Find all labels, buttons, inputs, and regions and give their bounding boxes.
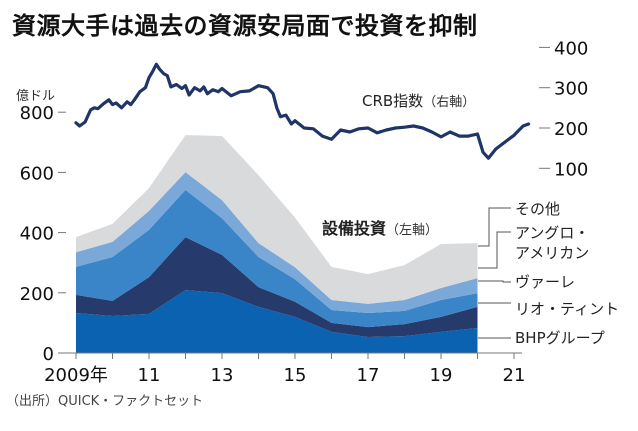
left-y-tick-label: 400 (20, 224, 54, 245)
legend-label-anglo-1: アングロ・ (515, 224, 589, 242)
labels: 億ドル CRB指数（右軸） 設備投資（左軸） （出所）QUICK・ファクトセット (6, 88, 475, 409)
legend-label-rio: リオ・ティント (515, 300, 619, 318)
capex-axis-note: （左軸） (386, 223, 438, 238)
crb-label-name: CRB指数 (362, 92, 423, 110)
capex-label: 設備投資（左軸） (322, 219, 438, 238)
x-tick-label: 11 (138, 365, 161, 386)
area-series-3 (76, 172, 478, 313)
left-axis-unit: 億ドル (16, 88, 55, 104)
right-y-tick-label: 400 (554, 38, 588, 59)
area-layers (76, 135, 478, 353)
x-tick-label: 2009年 (44, 365, 108, 386)
area-series-4 (76, 135, 478, 304)
legend-leader-vale (478, 280, 511, 283)
x-tick-label: 19 (430, 365, 453, 386)
left-y-tick-label: 0 (43, 344, 54, 365)
right-y-tick-label: 200 (554, 119, 588, 140)
chart-title: 資源大手は過去の資源安局面で投資を抑制 (12, 12, 478, 40)
legend-label-other: その他 (515, 200, 560, 218)
x-tick-label: 21 (503, 365, 526, 386)
area-series-2 (76, 189, 478, 328)
x-tick-label: 17 (357, 365, 380, 386)
crb-line (74, 62, 531, 160)
right-y-tick-label: 100 (554, 159, 588, 180)
axes: 2009年 11 13 15 17 19 21 0 200 400 600 800 100 200 300 4… (20, 38, 589, 386)
legend-leader-other (478, 207, 511, 247)
crb-line-group (74, 62, 531, 160)
crb-axis-note: （右軸） (423, 95, 475, 110)
area-series-1 (76, 237, 478, 337)
legend-label-anglo-2: アメリカン (515, 244, 589, 262)
legend: その他 アングロ・ アメリカン ヴァーレ リオ・ティント BHPグループ (478, 200, 619, 347)
left-y-tick-label: 600 (20, 163, 54, 184)
area-series-0 (76, 290, 478, 353)
legend-leader-anglo (478, 231, 511, 269)
crb-label: CRB指数（右軸） (362, 92, 475, 110)
legend-label-bhp: BHPグループ (515, 329, 605, 347)
capex-label-name: 設備投資 (322, 219, 386, 238)
left-y-tick-label: 800 (20, 103, 54, 124)
left-y-tick-label: 200 (20, 284, 54, 305)
x-tick-label: 13 (211, 365, 234, 386)
x-tick-label: 15 (284, 365, 307, 386)
source-note: （出所）QUICK・ファクトセット (6, 394, 203, 409)
legend-label-vale: ヴァーレ (515, 273, 575, 291)
right-y-tick-label: 300 (554, 79, 588, 100)
